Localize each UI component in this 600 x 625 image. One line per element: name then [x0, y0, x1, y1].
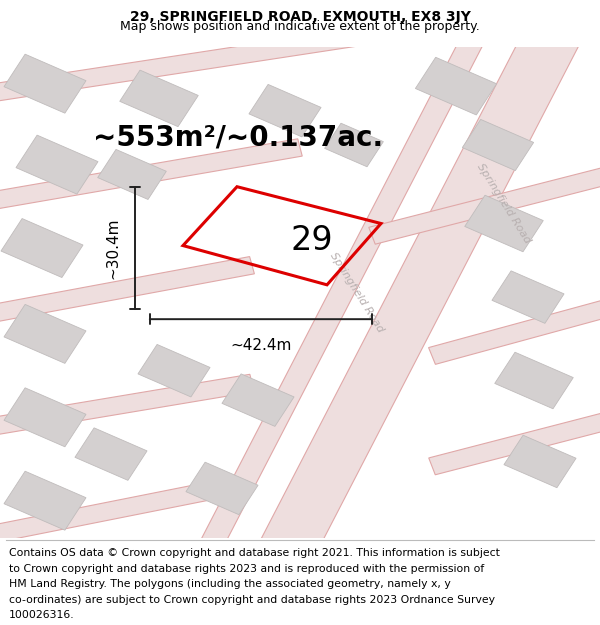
Polygon shape [0, 482, 212, 544]
Polygon shape [75, 428, 147, 481]
Polygon shape [325, 123, 383, 167]
Polygon shape [138, 344, 210, 397]
Polygon shape [415, 58, 497, 115]
Text: HM Land Registry. The polygons (including the associated geometry, namely x, y: HM Land Registry. The polygons (includin… [9, 579, 451, 589]
Polygon shape [199, 33, 485, 551]
Polygon shape [429, 411, 600, 475]
Polygon shape [0, 24, 392, 102]
Text: co-ordinates) are subject to Crown copyright and database rights 2023 Ordnance S: co-ordinates) are subject to Crown copyr… [9, 595, 495, 605]
Polygon shape [0, 374, 254, 436]
Polygon shape [222, 374, 294, 426]
Polygon shape [249, 84, 321, 137]
Text: Springfield Road: Springfield Road [328, 251, 386, 334]
Text: to Crown copyright and database rights 2023 and is reproduced with the permissio: to Crown copyright and database rights 2… [9, 564, 484, 574]
Polygon shape [495, 352, 573, 409]
Text: Springfield Road: Springfield Road [475, 162, 533, 246]
Polygon shape [1, 219, 83, 278]
Text: ~42.4m: ~42.4m [230, 338, 292, 353]
Polygon shape [98, 149, 166, 199]
Polygon shape [16, 135, 98, 194]
Polygon shape [120, 70, 198, 127]
Polygon shape [0, 257, 254, 323]
Polygon shape [428, 299, 600, 364]
Polygon shape [465, 195, 543, 252]
Polygon shape [0, 139, 302, 210]
Text: ~553m²/~0.137ac.: ~553m²/~0.137ac. [93, 124, 383, 152]
Polygon shape [4, 471, 86, 530]
Text: Contains OS data © Crown copyright and database right 2021. This information is : Contains OS data © Crown copyright and d… [9, 548, 500, 558]
Polygon shape [4, 54, 86, 113]
Polygon shape [504, 435, 576, 488]
Polygon shape [369, 166, 600, 244]
Polygon shape [186, 462, 258, 514]
Polygon shape [492, 271, 564, 323]
Text: 29, SPRINGFIELD ROAD, EXMOUTH, EX8 3JY: 29, SPRINGFIELD ROAD, EXMOUTH, EX8 3JY [130, 10, 470, 24]
Polygon shape [262, 28, 578, 556]
Text: ~30.4m: ~30.4m [105, 217, 120, 279]
Text: Map shows position and indicative extent of the property.: Map shows position and indicative extent… [120, 20, 480, 32]
Text: 29: 29 [290, 224, 334, 256]
Polygon shape [4, 304, 86, 363]
Polygon shape [463, 119, 533, 171]
Polygon shape [4, 388, 86, 447]
Text: 100026316.: 100026316. [9, 610, 74, 620]
